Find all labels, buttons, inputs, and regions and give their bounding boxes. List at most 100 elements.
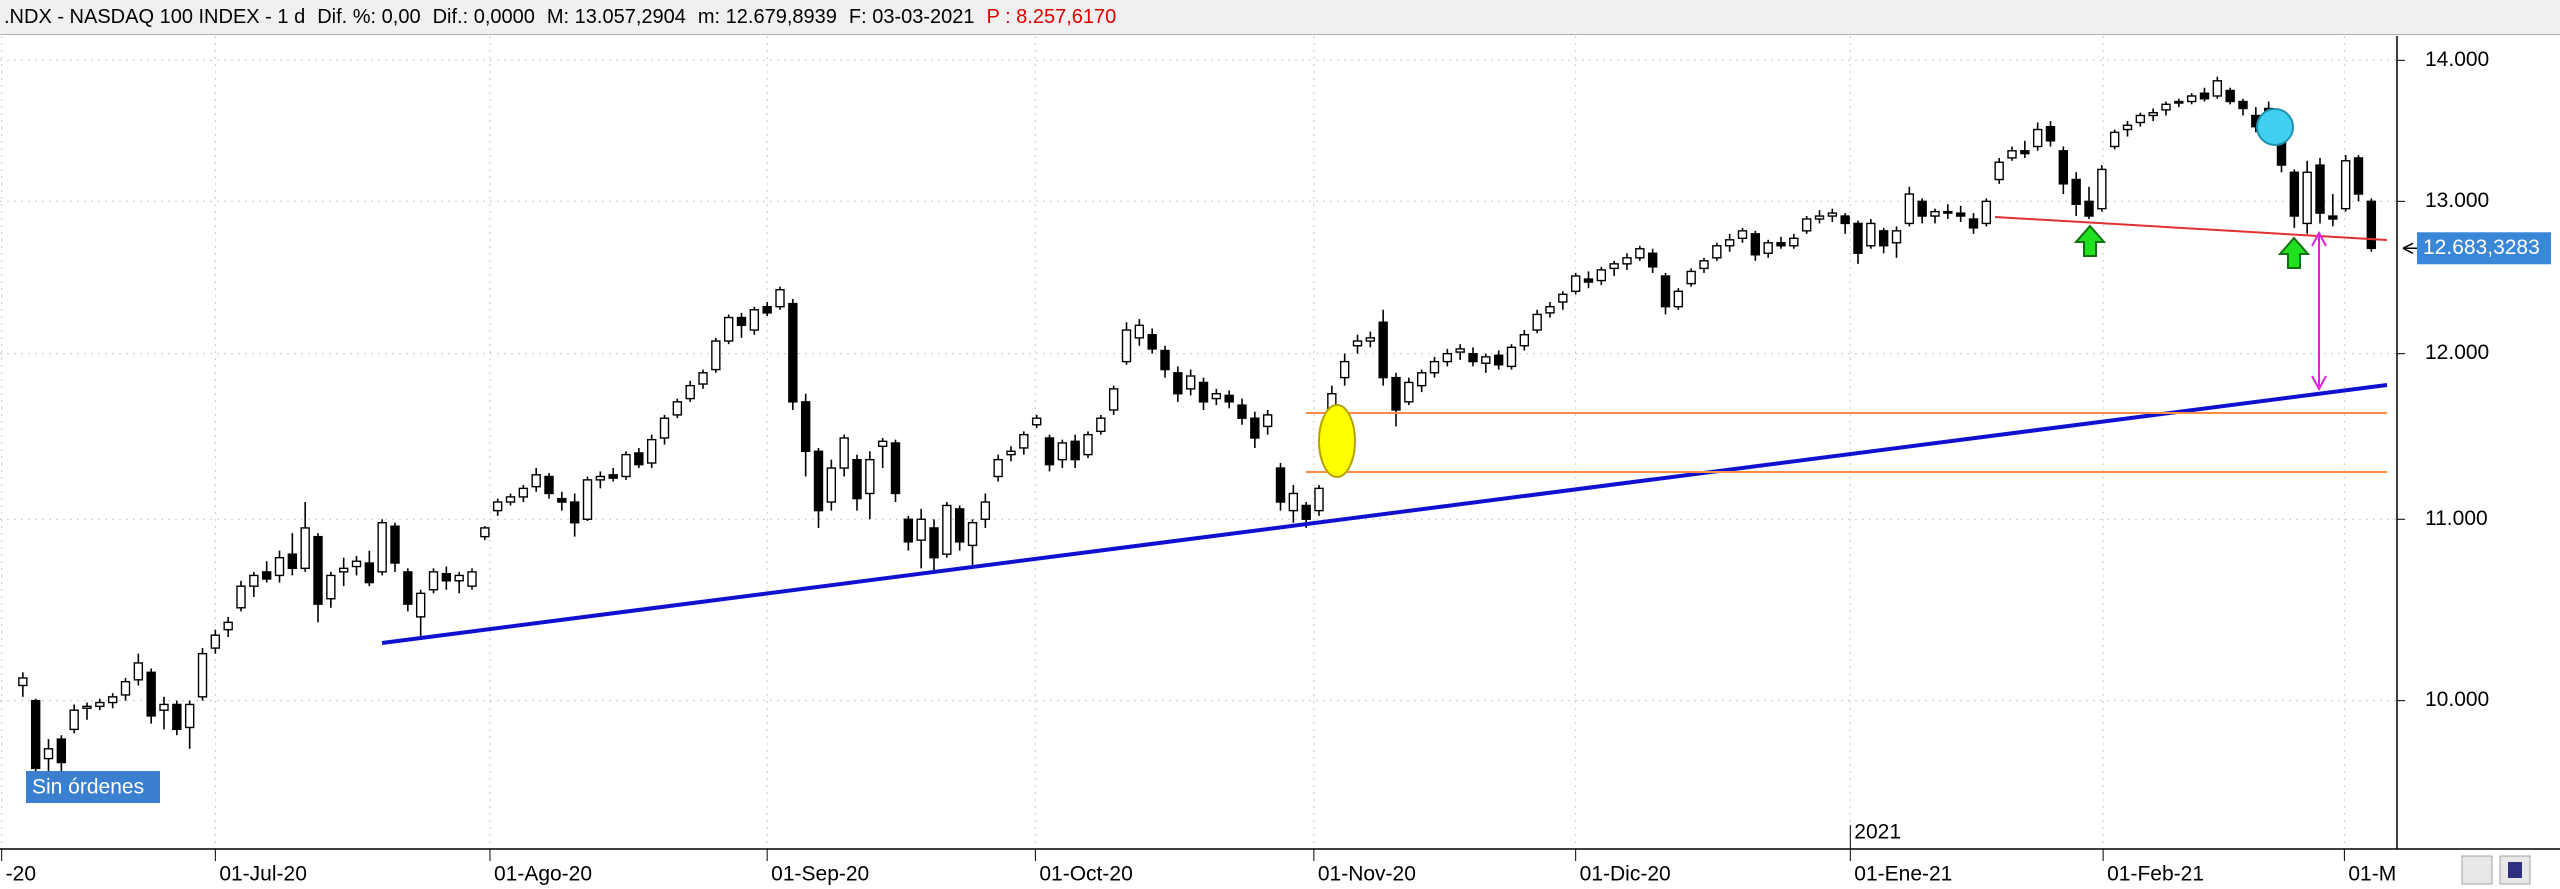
- x-tick-label: -20: [6, 863, 36, 886]
- x-tick-label: 01-Sep-20: [771, 863, 869, 886]
- plot-area: [0, 36, 2397, 849]
- candle-body: [364, 562, 375, 584]
- candle-body: [1493, 354, 1504, 366]
- candle-body: [300, 527, 310, 570]
- candle-body: [2109, 131, 2120, 148]
- candle-body: [2135, 114, 2146, 124]
- candle-body: [916, 518, 926, 541]
- candle-body: [1211, 393, 1222, 400]
- candle-body: [2353, 157, 2364, 195]
- candle-body: [1442, 352, 1453, 363]
- candle-body: [1724, 239, 1735, 247]
- candle-body: [338, 567, 349, 573]
- candle-body: [2084, 200, 2094, 217]
- candle-body: [428, 571, 439, 591]
- y-tick-label: 10.000: [2425, 688, 2489, 711]
- candle-body: [2058, 150, 2069, 185]
- candle-body: [1006, 450, 1016, 456]
- candle-body: [788, 302, 798, 403]
- header-field: Dif. %: 0,00: [317, 5, 421, 28]
- candle-body: [1224, 394, 1234, 403]
- candle-body: [1416, 372, 1427, 387]
- candle-body: [826, 467, 837, 503]
- candle-body: [1891, 230, 1902, 244]
- candle-body: [659, 417, 670, 439]
- candle-body: [1647, 252, 1658, 268]
- y-tick-label: 14.000: [2425, 48, 2489, 71]
- toolbar-button[interactable]: [2461, 855, 2493, 885]
- candle-body: [1044, 437, 1055, 466]
- year-label: 2021: [1854, 821, 1901, 844]
- candle-body: [1160, 349, 1170, 371]
- candle-body: [43, 748, 54, 760]
- status-box: [26, 771, 160, 803]
- candle-body: [159, 703, 169, 711]
- candle-body: [1686, 270, 1696, 285]
- candle-body: [877, 440, 888, 447]
- candle-body: [1776, 242, 1786, 247]
- candle-body: [120, 680, 131, 696]
- candle-body: [1904, 193, 1915, 225]
- candle-body: [1314, 487, 1324, 512]
- candle-body: [1147, 334, 1157, 350]
- status-label: Sin órdenes: [32, 776, 144, 799]
- candle-body: [1198, 381, 1209, 403]
- x-tick-label: 01-Oct-20: [1039, 863, 1132, 886]
- candle-body: [95, 701, 105, 708]
- candle-body: [274, 557, 285, 577]
- candle-body: [1429, 360, 1440, 374]
- candle-body: [1622, 257, 1632, 265]
- candle-body: [313, 535, 323, 605]
- candle-body: [107, 696, 118, 704]
- candle-body: [69, 709, 79, 731]
- candle-body: [865, 458, 875, 495]
- x-tick-label: 01-Ene-21: [1854, 863, 1952, 886]
- candle-body: [1763, 242, 1773, 254]
- last-price-box: [2417, 232, 2551, 265]
- candle-body: [2289, 171, 2300, 217]
- candle-body: [2340, 160, 2351, 210]
- candle-body: [634, 452, 644, 466]
- candle-body: [223, 621, 233, 631]
- candle-body: [2020, 150, 2030, 155]
- candle-body: [2366, 200, 2377, 250]
- header-field: M: 13.057,2904: [546, 5, 686, 28]
- trendline: [381, 383, 2388, 645]
- candle-body: [2328, 215, 2338, 220]
- candle-body: [582, 479, 593, 520]
- grid: [0, 36, 2397, 849]
- candle-body: [1057, 442, 1068, 461]
- candle-body: [852, 458, 862, 500]
- candle-body: [415, 592, 426, 618]
- candle-body: [82, 705, 92, 709]
- candle-body: [56, 738, 67, 764]
- highlight-circle: [2256, 108, 2294, 146]
- candle-body: [531, 474, 541, 488]
- candle-body: [1532, 313, 1542, 331]
- candle-body: [1583, 278, 1594, 283]
- candle-body: [1083, 433, 1093, 456]
- candle-body: [197, 652, 208, 698]
- candle-body: [1031, 417, 1042, 426]
- candle-body: [685, 384, 695, 400]
- candle-body: [18, 677, 28, 687]
- candle-body: [813, 450, 824, 512]
- y-tick-label: 13.000: [2425, 189, 2489, 212]
- candle-body: [1481, 356, 1491, 364]
- y-tick-label: 11.000: [2425, 507, 2488, 530]
- candle-body: [1609, 263, 1619, 270]
- candle-body: [749, 309, 760, 331]
- candle-body: [1506, 346, 1517, 368]
- candle-body: [326, 574, 336, 600]
- candle-body: [1660, 275, 1671, 308]
- candle-body: [2045, 126, 2056, 142]
- candle-body: [2186, 95, 2197, 103]
- candle-body: [621, 453, 631, 478]
- candle-body: [1801, 218, 1812, 232]
- candle-body: [2238, 100, 2248, 110]
- candle-body: [903, 518, 914, 543]
- candle-body: [2097, 168, 2107, 210]
- candle-body: [377, 522, 387, 573]
